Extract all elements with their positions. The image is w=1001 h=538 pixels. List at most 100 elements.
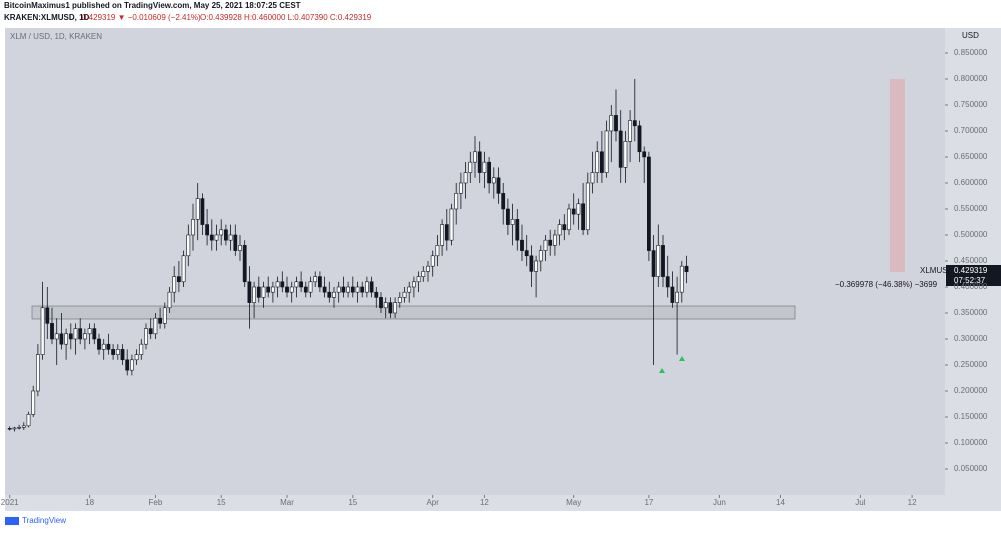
y-tick-label: 0.150000 — [954, 412, 988, 421]
candle-body — [162, 307, 167, 324]
y-tick-label: 0.850000 — [954, 48, 988, 57]
x-tick-label: 15 — [217, 498, 226, 507]
candle-body — [224, 229, 228, 241]
candle-body — [158, 317, 163, 324]
x-tick-label: May — [566, 498, 581, 507]
candle-body — [219, 229, 224, 236]
x-tick-label: Jul — [855, 498, 865, 507]
arrow — [679, 356, 685, 361]
candle-body — [191, 219, 195, 236]
y-tick-label: 0.200000 — [954, 386, 988, 395]
y-tick-label: 0.400000 — [954, 282, 988, 291]
candle-body — [581, 203, 586, 231]
candle-body — [411, 281, 416, 288]
candle-body — [407, 286, 412, 293]
candle-body — [458, 182, 463, 194]
candle-body — [261, 286, 266, 298]
candle-body — [684, 265, 689, 273]
candle-body — [200, 198, 205, 225]
y-tick-label: 0.300000 — [954, 334, 988, 343]
candle-body — [172, 276, 177, 293]
candle-body — [529, 255, 534, 272]
candle-body — [350, 286, 355, 293]
candle-body — [393, 302, 398, 314]
candle-body — [449, 208, 454, 241]
candle-body — [346, 286, 351, 293]
y-tick-label: 0.550000 — [954, 204, 988, 213]
candle-body — [416, 276, 421, 283]
candle-body — [435, 245, 440, 257]
candle-body — [444, 224, 449, 241]
y-tick-label: 0.050000 — [954, 464, 988, 473]
x-tick-label: Apr — [426, 498, 439, 507]
price-tag — [946, 265, 1001, 276]
x-tick-label: 18 — [85, 498, 94, 507]
candle-body — [299, 281, 304, 288]
candle-body — [604, 130, 609, 173]
candle-body — [87, 328, 92, 335]
candle-body — [374, 291, 379, 298]
candle-body — [665, 276, 670, 288]
candle-body — [510, 219, 515, 225]
y-tick-label: 0.500000 — [954, 230, 988, 239]
candle-body — [181, 255, 186, 283]
candle-body — [317, 276, 322, 288]
candle-body — [266, 286, 271, 293]
candle-body — [12, 427, 17, 430]
candle-body — [17, 427, 22, 429]
candle-body — [614, 115, 618, 132]
candle-body — [388, 302, 393, 314]
candle-body — [327, 291, 332, 298]
chart-title: XLM / USD, 1D, KRAKEN — [10, 32, 102, 41]
candle-body — [50, 323, 54, 340]
candle-body — [496, 177, 501, 194]
candle-body — [134, 354, 139, 361]
candle-body — [21, 425, 26, 428]
candle-body — [186, 234, 191, 257]
candle-body — [177, 276, 181, 283]
candle-body — [209, 234, 214, 241]
x-tick-label: 2021 — [1, 498, 19, 507]
x-tick-label: 15 — [348, 498, 357, 507]
y-tick-label: 0.700000 — [954, 126, 988, 135]
candle-body — [92, 328, 97, 340]
candle-body — [289, 286, 294, 293]
candle-body — [332, 291, 336, 298]
price-change: 0.429319 ▼ −0.010609 (−2.41%) — [82, 13, 201, 22]
candle-body — [195, 198, 200, 220]
candle-body — [670, 286, 675, 303]
candle-body — [275, 281, 280, 288]
price-axis-background — [945, 28, 1001, 495]
candle-body — [26, 414, 31, 427]
candle-body — [303, 286, 308, 293]
x-tick-label: Jun — [713, 498, 726, 507]
logo — [5, 517, 19, 525]
candle-body — [153, 317, 158, 335]
candle-body — [477, 151, 482, 173]
candle-body — [426, 265, 430, 272]
candle-body — [252, 286, 257, 303]
y-tick-label: 0.350000 — [954, 308, 988, 317]
y-tick-label: 0.750000 — [954, 100, 988, 109]
candle-body — [609, 115, 614, 132]
x-tick-label: 17 — [644, 498, 653, 507]
x-tick-label: Mar — [280, 498, 294, 507]
candle-body — [656, 245, 661, 277]
candle-body — [505, 208, 510, 225]
candle-body — [101, 343, 106, 350]
candle-body — [651, 250, 656, 277]
candle-body — [590, 172, 595, 184]
candle-body — [675, 291, 680, 303]
candle-body — [515, 219, 520, 241]
candle-body — [623, 141, 628, 168]
tag-symbol: XLMUSD — [920, 266, 954, 275]
y-tick-label: 0.250000 — [954, 360, 988, 369]
candle-body — [247, 281, 252, 303]
candle-body — [618, 130, 623, 168]
symbol: KRAKEN:XLMUSD, 1D — [4, 13, 90, 22]
candle-body — [125, 359, 130, 371]
candle-body — [214, 234, 219, 241]
candle-body — [468, 161, 473, 173]
candle-body — [646, 156, 651, 251]
y-tick-label: 0.650000 — [954, 152, 988, 161]
